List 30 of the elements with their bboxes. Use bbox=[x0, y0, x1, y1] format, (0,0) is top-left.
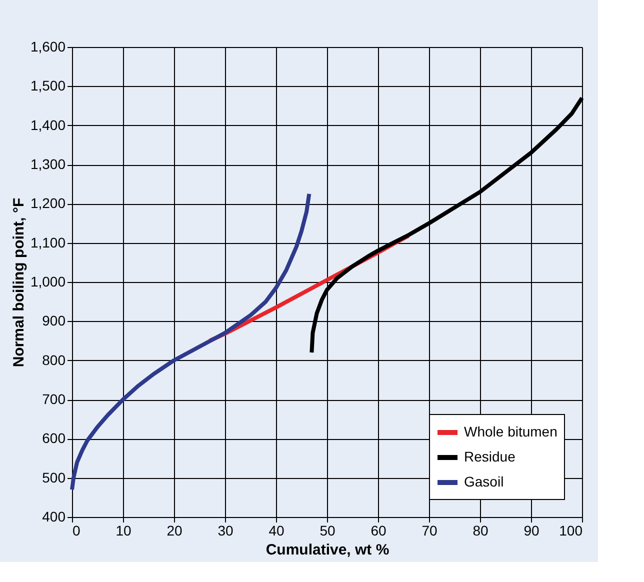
x-tick-label: 50 bbox=[320, 522, 336, 538]
line-series bbox=[70, 192, 312, 492]
y-tick-label: 1,100 bbox=[30, 234, 66, 250]
y-tick-label: 400 bbox=[42, 508, 66, 524]
y-tick-label: 1,200 bbox=[30, 195, 66, 212]
y-tick-label: 500 bbox=[42, 469, 66, 486]
y-tick-label: 1,400 bbox=[30, 116, 66, 133]
y-tick-label: 1,300 bbox=[30, 156, 66, 172]
x-tick-label: 40 bbox=[268, 522, 284, 538]
x-tick-label: 80 bbox=[472, 522, 488, 538]
y-axis-title: Normal boiling point, °F bbox=[10, 198, 28, 368]
y-tick-label: 600 bbox=[42, 430, 66, 446]
x-axis-title: Cumulative, wt % bbox=[266, 542, 390, 558]
x-tick-label: 20 bbox=[166, 522, 182, 538]
y-tick-label: 1,000 bbox=[30, 274, 66, 290]
x-tick-label: 100 bbox=[559, 522, 583, 538]
y-tick-label: 1,600 bbox=[30, 38, 66, 54]
y-tick-label: 800 bbox=[42, 352, 66, 368]
legend-label: Residue bbox=[464, 448, 516, 464]
x-tick-label: 0 bbox=[72, 522, 80, 538]
x-tick-label: 70 bbox=[422, 522, 438, 538]
legend-label: Gasoil bbox=[464, 474, 504, 490]
x-tick-label: 30 bbox=[218, 522, 234, 538]
x-tick-label: 10 bbox=[116, 522, 132, 538]
y-tick-label: 700 bbox=[42, 391, 66, 407]
y-tick-label: 900 bbox=[42, 312, 66, 329]
x-tick-label: 60 bbox=[370, 522, 386, 538]
y-tick-label: 1,500 bbox=[30, 78, 66, 94]
x-tick-label: 90 bbox=[524, 522, 540, 538]
legend-label: Whole bitumen bbox=[464, 424, 558, 440]
